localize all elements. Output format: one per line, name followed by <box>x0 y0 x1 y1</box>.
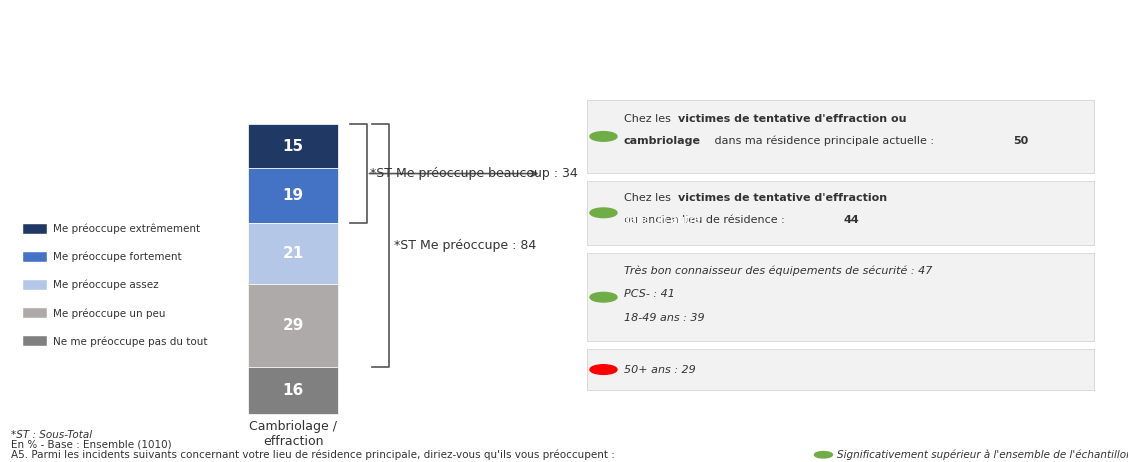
FancyBboxPatch shape <box>248 223 338 284</box>
Text: Me préoccupe extrêmement: Me préoccupe extrêmement <box>53 224 200 234</box>
Text: Me préoccupe assez: Me préoccupe assez <box>53 280 159 291</box>
FancyBboxPatch shape <box>248 284 338 367</box>
Text: Craintes sur la sécurité du logement : focus cambriolage / effraction: Craintes sur la sécurité du logement : f… <box>15 20 768 40</box>
Text: victimes de tentative d'effraction ou: victimes de tentative d'effraction ou <box>678 115 907 124</box>
FancyBboxPatch shape <box>248 367 338 414</box>
FancyBboxPatch shape <box>23 252 47 262</box>
Text: +: + <box>598 291 609 304</box>
Text: Me préoccupe un peu: Me préoccupe un peu <box>53 308 166 318</box>
Text: 16: 16 <box>283 383 303 398</box>
Text: En % - Base : Ensemble (1010): En % - Base : Ensemble (1010) <box>11 440 171 450</box>
Text: *ST Me préoccupe beaucoup : 34: *ST Me préoccupe beaucoup : 34 <box>370 167 578 180</box>
Text: *ST Me préoccupe : 84: *ST Me préoccupe : 84 <box>394 239 536 252</box>
Text: A5. Parmi les incidents suivants concernant votre lieu de résidence principale, : A5. Parmi les incidents suivants concern… <box>11 450 615 460</box>
FancyBboxPatch shape <box>587 181 1094 245</box>
Text: 44: 44 <box>844 215 860 225</box>
FancyBboxPatch shape <box>23 336 47 346</box>
FancyBboxPatch shape <box>23 308 47 318</box>
Text: 21: 21 <box>283 246 303 261</box>
Circle shape <box>590 292 617 302</box>
Text: Très bon connaisseur des équipements de sécurité : 47: Très bon connaisseur des équipements de … <box>624 265 932 275</box>
Text: +: + <box>598 207 609 219</box>
Text: Me préoccupe fortement: Me préoccupe fortement <box>53 252 182 262</box>
Text: Cambriolage /
effraction: Cambriolage / effraction <box>249 420 337 448</box>
Text: PCS- : 41: PCS- : 41 <box>624 289 675 299</box>
Text: 50+ ans : 29: 50+ ans : 29 <box>624 365 696 375</box>
Text: dans un autre: dans un autre <box>623 215 700 225</box>
Text: ou ancien lieu de résidence :: ou ancien lieu de résidence : <box>624 215 788 225</box>
Circle shape <box>814 451 832 458</box>
Text: 18-49 ans : 39: 18-49 ans : 39 <box>624 313 704 323</box>
FancyBboxPatch shape <box>587 100 1094 173</box>
Circle shape <box>590 208 617 218</box>
Circle shape <box>590 365 617 374</box>
FancyBboxPatch shape <box>23 280 47 290</box>
Text: Ne me préoccupe pas du tout: Ne me préoccupe pas du tout <box>53 336 208 346</box>
Text: victimes de tentative d'effraction: victimes de tentative d'effraction <box>678 193 887 203</box>
Text: Chez les: Chez les <box>624 193 675 203</box>
Text: −: − <box>597 362 610 377</box>
FancyBboxPatch shape <box>23 224 47 234</box>
Circle shape <box>590 132 617 141</box>
Text: 50: 50 <box>1013 136 1029 146</box>
Text: cambriolage: cambriolage <box>624 136 700 146</box>
Text: 15: 15 <box>283 139 303 153</box>
Text: Significativement supérieur à l'ensemble de l'échantillon: Significativement supérieur à l'ensemble… <box>837 450 1128 460</box>
Text: 19: 19 <box>283 188 303 203</box>
FancyBboxPatch shape <box>587 253 1094 341</box>
Text: *ST : Sous-Total: *ST : Sous-Total <box>11 430 92 440</box>
Text: +: + <box>819 450 828 460</box>
FancyBboxPatch shape <box>587 349 1094 389</box>
Text: +: + <box>598 130 609 143</box>
Text: Chez les: Chez les <box>624 115 675 124</box>
Text: 29: 29 <box>283 318 303 333</box>
FancyBboxPatch shape <box>248 124 338 168</box>
Text: dans ma résidence principale actuelle :: dans ma résidence principale actuelle : <box>711 136 937 146</box>
FancyBboxPatch shape <box>248 168 338 223</box>
